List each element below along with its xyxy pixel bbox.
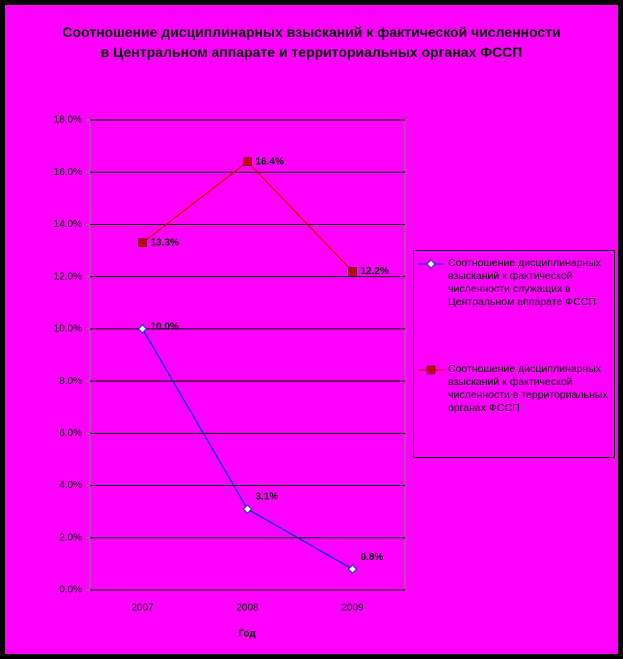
y-tick-label: 18.0% <box>54 115 82 126</box>
data-label: 12.2% <box>361 266 389 277</box>
legend-marker <box>426 259 436 269</box>
legend-label: Соотношение дисциплинарных взысканий к ф… <box>448 363 608 414</box>
chart-title: Соотношение дисциплинарных взысканий к ф… <box>62 24 561 60</box>
legend-keys <box>418 259 444 375</box>
marker <box>242 504 253 514</box>
legend-label: Соотношение дисциплинарных взысканий к ф… <box>448 257 602 308</box>
y-tick-label: 2.0% <box>59 532 82 543</box>
data-label: 16.4% <box>256 156 284 167</box>
marker <box>347 564 358 574</box>
data-label: 0.8% <box>361 552 384 563</box>
marker <box>137 324 148 334</box>
x-tick-label: 2009 <box>341 603 364 614</box>
marker <box>138 238 147 247</box>
marker <box>348 267 357 276</box>
y-tick-label: 0.0% <box>59 585 82 596</box>
y-tick-label: 6.0% <box>59 428 82 439</box>
y-tick-label: 10.0% <box>54 324 82 335</box>
y-tick-label: 16.0% <box>54 167 82 178</box>
marker <box>243 157 252 167</box>
y-tick-label: 8.0% <box>59 376 82 387</box>
x-tick-label: 2008 <box>236 603 259 614</box>
x-axis-title: Год <box>238 629 256 640</box>
data-label: 3.1% <box>256 492 279 503</box>
legend: Соотношение дисциплинарных взысканий к ф… <box>413 250 615 458</box>
legend-marker <box>426 365 436 375</box>
y-tick-label: 14.0% <box>54 219 82 230</box>
data-label: 13.3% <box>151 237 179 248</box>
x-tick-label: 2007 <box>131 603 154 614</box>
y-tick-label: 12.0% <box>54 271 82 282</box>
data-label: 10.0% <box>151 322 179 333</box>
y-tick-label: 4.0% <box>59 480 82 491</box>
